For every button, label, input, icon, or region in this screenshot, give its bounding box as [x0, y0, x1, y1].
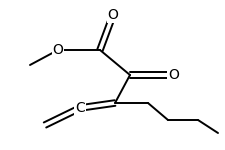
Text: O: O [52, 43, 63, 57]
Text: O: O [107, 8, 118, 22]
Text: O: O [167, 68, 178, 82]
Text: C: C [75, 101, 85, 115]
